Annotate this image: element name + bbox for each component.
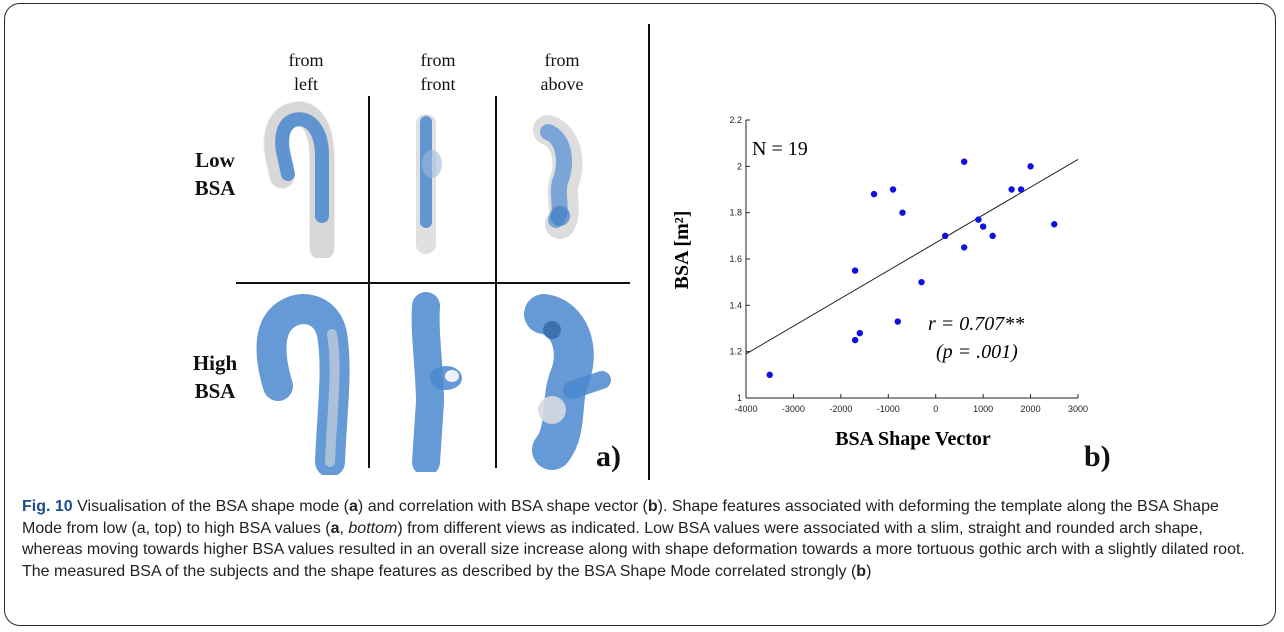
data-point [975,216,982,223]
caption-text-4: , [339,519,349,537]
data-point [942,232,949,240]
row-label-low-bsa: Low BSA [194,148,236,200]
annotation-p: (p = .001) [936,341,1018,363]
x-tick-label: 2000 [1021,404,1041,414]
aorta-high-above-image [524,294,611,470]
row-label-high-bsa: High BSA [192,351,238,403]
data-point [899,209,906,216]
data-point [856,329,864,337]
figure-caption: Fig. 10 Visualisation of the BSA shape m… [22,496,1262,582]
x-tick-label: 3000 [1068,404,1088,414]
x-tick-label: 1000 [973,404,993,414]
column-heading-left: from left [288,50,324,94]
scatter-chart: -4000 -3000 -2000 -1000 0 1000 2000 3000 1 1.2 1.4… [671,115,1088,450]
annotation-r: r = 0.707** [928,313,1024,335]
x-tick-label: -2000 [829,404,852,414]
x-tick-label: -4000 [734,404,757,414]
data-point [960,158,968,165]
data-point [1017,186,1025,193]
panel-divider [648,24,650,480]
data-point [1051,221,1058,228]
panel-b-letter: b) [1084,440,1111,473]
figure-frame [4,3,1276,626]
y-tick-label: 1.4 [729,300,742,310]
data-point [918,278,925,286]
data-point [851,336,859,344]
caption-bold-3: a [330,519,340,537]
panel-a-letter: a) [596,440,621,473]
caption-text-5: ) from different views as indicated. Low… [22,519,1245,580]
caption-italic-1: bottom [348,519,398,537]
data-point [889,186,897,193]
y-axis-label: BSA [m²] [671,211,693,290]
x-tick-label: -3000 [782,404,805,414]
data-point [851,267,859,274]
caption-bold-1: a [349,498,358,515]
data-point [960,244,968,251]
chart-axes [745,120,1078,399]
caption-text-6: ) [866,562,872,580]
aorta-high-left-image [256,294,350,475]
aorta-low-above-image [533,115,583,239]
data-point [894,318,901,325]
regression-line [745,158,1079,355]
column-heading-above: from above [540,50,584,94]
data-point [766,371,773,379]
caption-bold-4: b [856,562,867,580]
chart-fit-line [745,158,1079,355]
x-tick-label: -1000 [877,404,900,414]
x-axis-label: BSA Shape Vector [835,428,991,450]
data-point [979,223,987,230]
caption-text-1: Visualisation of the BSA shape mode ( [72,498,350,515]
y-tick-label: 1 [737,393,742,403]
data-point [870,190,878,198]
aorta-low-front-image [416,114,442,254]
y-tick-label: 2 [737,161,742,171]
caption-text-2: ) and correlation with BSA shape vector … [357,498,648,515]
grid-horizontal [236,282,630,284]
y-tick-label: 1.2 [729,347,742,357]
y-tick-label: 1.8 [729,208,742,218]
caption-text-3: ). Shape features associated with deform… [22,498,1219,537]
aorta-low-left-image [263,101,335,258]
aorta-high-front-image [411,292,462,472]
y-tick-label: 1.6 [729,254,742,264]
x-tick-label: 0 [933,404,938,414]
annotation-n: N = 19 [752,138,808,160]
chart-ticks: -4000 -3000 -2000 -1000 0 1000 2000 3000 1 1.2 1.4… [729,115,1088,414]
y-tick-label: 2.2 [729,115,742,125]
caption-fig-label: Fig. 10 [22,498,73,515]
caption-bold-2: b [647,498,658,515]
chart-points [766,158,1058,379]
data-point [1027,163,1034,170]
data-point [1008,186,1015,193]
data-point [989,232,996,240]
column-heading-front: from front [420,50,456,94]
